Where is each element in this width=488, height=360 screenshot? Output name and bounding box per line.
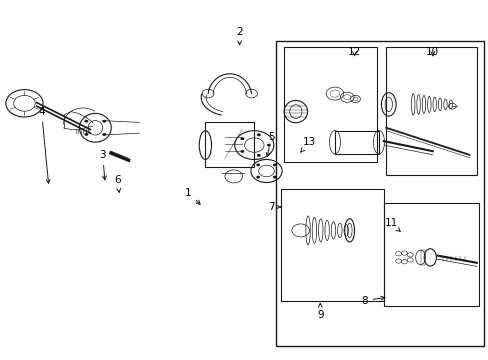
Circle shape: [240, 150, 244, 153]
Text: 2: 2: [236, 27, 243, 45]
Text: 1: 1: [184, 188, 200, 204]
Circle shape: [256, 154, 260, 157]
Circle shape: [272, 176, 276, 179]
Text: 5: 5: [265, 132, 274, 156]
Circle shape: [84, 120, 88, 123]
Bar: [283, 47, 376, 162]
Text: 13: 13: [300, 137, 316, 152]
Circle shape: [256, 133, 260, 136]
Bar: [205, 122, 254, 167]
Bar: [383, 203, 478, 306]
Text: 6: 6: [114, 175, 121, 192]
Text: 11: 11: [384, 218, 399, 231]
Bar: [281, 189, 383, 301]
Circle shape: [240, 137, 244, 140]
Circle shape: [102, 133, 106, 136]
Bar: [276, 41, 483, 346]
Circle shape: [272, 163, 276, 166]
Circle shape: [102, 120, 106, 123]
Circle shape: [84, 133, 88, 136]
Text: 3: 3: [99, 150, 106, 180]
Bar: [420, 250, 425, 265]
Circle shape: [266, 144, 270, 147]
Circle shape: [256, 163, 260, 166]
Bar: [334, 131, 378, 154]
Text: 9: 9: [316, 303, 323, 320]
Circle shape: [256, 176, 260, 179]
Bar: [386, 47, 476, 175]
Text: 8: 8: [360, 296, 384, 306]
Text: 10: 10: [426, 47, 438, 57]
Text: 4: 4: [38, 107, 50, 183]
Text: 12: 12: [347, 47, 361, 57]
Text: 7: 7: [267, 202, 280, 212]
